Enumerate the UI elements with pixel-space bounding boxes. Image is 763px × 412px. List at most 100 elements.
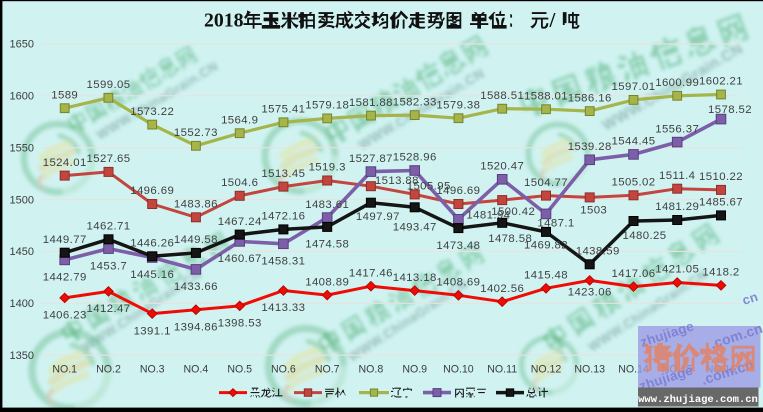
svg-text:1469.82: 1469.82 [524,239,568,251]
svg-text:1519.3: 1519.3 [309,162,346,174]
svg-text:1462.71: 1462.71 [87,221,131,233]
svg-text:1445.16: 1445.16 [130,269,174,281]
svg-text:1398.53: 1398.53 [218,318,262,330]
svg-text:1496.69: 1496.69 [436,185,480,197]
svg-text:1588.51: 1588.51 [480,90,524,102]
svg-text:www.zhujiage.com.cn: www.zhujiage.com.cn [638,394,758,406]
svg-text:NO.10: NO.10 [443,364,474,376]
svg-text:1449.58: 1449.58 [174,234,218,246]
svg-text:1527.65: 1527.65 [87,153,131,165]
svg-text:1402.56: 1402.56 [480,283,524,295]
svg-text:1579.38: 1579.38 [436,99,480,111]
svg-text:1589: 1589 [51,89,78,101]
svg-text:1394.86: 1394.86 [174,321,218,333]
svg-text:1350: 1350 [10,350,34,362]
svg-text:1497.97: 1497.97 [356,211,400,223]
svg-text:1544.45: 1544.45 [612,136,656,148]
svg-text:1472.16: 1472.16 [261,211,305,223]
svg-text:2018: 2018 [204,10,244,32]
svg-text:1575.41: 1575.41 [261,104,305,116]
svg-text:1582.33: 1582.33 [393,96,437,108]
svg-text:1449.77: 1449.77 [43,234,87,246]
svg-text:1481.94: 1481.94 [466,210,510,222]
svg-text:1539.28: 1539.28 [568,141,612,153]
svg-text:1579.18: 1579.18 [305,100,349,112]
svg-text:1511.4: 1511.4 [659,170,695,182]
svg-text:1500.42: 1500.42 [491,206,535,218]
svg-text:1600.99: 1600.99 [655,77,699,89]
svg-text:1391.1: 1391.1 [134,325,171,337]
svg-text:1415.48: 1415.48 [524,270,568,282]
svg-text:1483.61: 1483.61 [305,199,349,211]
svg-text:NO.13: NO.13 [574,364,605,376]
svg-text:1602.21: 1602.21 [699,76,743,88]
svg-text:1408.69: 1408.69 [436,277,480,289]
svg-text:NO.3: NO.3 [140,364,165,376]
svg-text:1485.67: 1485.67 [699,197,743,209]
svg-text:1564.9: 1564.9 [221,114,258,126]
svg-text:NO.8: NO.8 [359,364,384,376]
svg-text:1418.2: 1418.2 [702,267,739,279]
svg-text:1581.88: 1581.88 [349,97,393,109]
svg-text:1400: 1400 [10,298,34,310]
svg-text:1524.01: 1524.01 [43,157,87,169]
svg-text:1413.33: 1413.33 [261,302,305,314]
svg-text:NO.6: NO.6 [271,364,296,376]
svg-text:NO.9: NO.9 [402,364,427,376]
svg-text:1417.06: 1417.06 [612,268,656,280]
svg-text:1573.22: 1573.22 [130,106,174,118]
svg-text:1504.77: 1504.77 [524,177,568,189]
svg-text:/: / [549,8,557,32]
svg-text:1578.52: 1578.52 [708,104,752,116]
svg-text:NO.12: NO.12 [531,364,562,376]
svg-text:1513.88: 1513.88 [375,175,419,187]
svg-text:1513.45: 1513.45 [261,168,305,180]
svg-text:1481.29: 1481.29 [655,201,699,213]
svg-text:1480.25: 1480.25 [623,230,667,242]
svg-text:1600: 1600 [10,91,34,103]
svg-text:1527.87: 1527.87 [349,153,393,165]
svg-text:1496.69: 1496.69 [130,185,174,197]
svg-text:NO.2: NO.2 [96,364,121,376]
svg-text:1483.86: 1483.86 [174,199,218,211]
svg-text:1500: 1500 [10,194,34,206]
svg-text:1493.47: 1493.47 [393,222,437,234]
svg-text:1650: 1650 [10,39,34,51]
svg-text:NO.4: NO.4 [184,364,209,376]
svg-text:1552.73: 1552.73 [174,127,218,139]
svg-text:1520.47: 1520.47 [480,161,524,173]
svg-text:1467.24: 1467.24 [218,216,262,228]
svg-text:NO.11: NO.11 [487,364,517,376]
svg-text:1413.18: 1413.18 [393,272,437,284]
svg-text:1504.6: 1504.6 [221,177,258,189]
svg-text:1505.95: 1505.95 [407,180,451,192]
svg-text:1528.96: 1528.96 [393,152,437,164]
svg-text:1442.79: 1442.79 [43,272,87,284]
svg-text:1503: 1503 [580,204,607,216]
svg-text:1423.06: 1423.06 [568,286,612,298]
svg-text:1450: 1450 [10,246,34,258]
svg-text:1478.58: 1478.58 [488,233,532,245]
svg-text:1473.48: 1473.48 [436,240,480,252]
svg-text:1446.26: 1446.26 [130,238,174,250]
svg-text:1586.16: 1586.16 [568,92,612,104]
svg-text:1487.1: 1487.1 [537,217,574,229]
svg-text:1510.22: 1510.22 [699,171,743,183]
svg-text:1417.46: 1417.46 [349,267,393,279]
svg-text:NO.5: NO.5 [227,364,252,376]
svg-text:1597.01: 1597.01 [612,81,656,93]
svg-text:1406.23: 1406.23 [43,310,87,322]
svg-text:1408.89: 1408.89 [305,276,349,288]
svg-text:1458.31: 1458.31 [261,256,305,268]
svg-text:1588.01: 1588.01 [524,90,568,102]
svg-text:1421.05: 1421.05 [655,264,699,276]
svg-text:NO.7: NO.7 [315,364,340,376]
svg-text:1550: 1550 [10,143,34,155]
svg-text:1433.66: 1433.66 [174,281,218,293]
svg-text:1438.59: 1438.59 [576,246,620,258]
svg-text:1556.37: 1556.37 [655,123,699,135]
svg-text:1460.67: 1460.67 [218,253,262,265]
svg-text:cn: cn [740,289,759,308]
svg-text:1505.02: 1505.02 [612,177,656,189]
svg-text:1412.47: 1412.47 [87,303,131,315]
